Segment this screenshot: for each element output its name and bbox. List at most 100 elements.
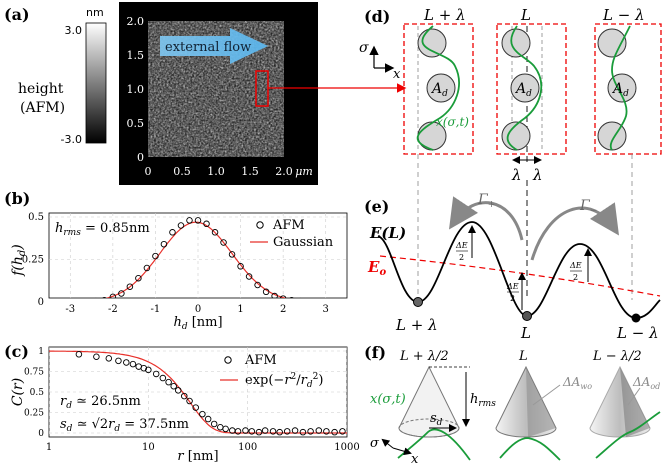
afm-point [248, 428, 256, 435]
afm-point [254, 281, 261, 289]
afm-point [323, 428, 330, 435]
particle [501, 28, 531, 58]
panel-f: (f) L + λ/2 L L − λ/2 hrms sd x(σ,t) ΔAw… [364, 343, 661, 465]
dA-od: ΔAod [632, 375, 660, 391]
exp-line [49, 350, 347, 434]
cone-title-3: L − λ/2 [592, 349, 642, 364]
afm-point [262, 288, 270, 296]
height-label-2: (AFM) [20, 100, 65, 116]
E-o: Eo [367, 258, 386, 278]
particle [426, 73, 456, 103]
x-tick-label: -2 [108, 304, 118, 315]
particle [597, 28, 627, 58]
afm-point [95, 297, 97, 298]
panel-f-label: (f) [364, 343, 386, 362]
afm-point [186, 217, 193, 224]
afm-point [165, 378, 172, 386]
cone-title-2: L [518, 349, 528, 364]
afm-xtick: 2.0 [275, 165, 293, 178]
particle [510, 73, 540, 103]
gamma-minus: Γ− [579, 198, 597, 216]
plot-b-xlabel: hd [nm] [173, 315, 222, 332]
gaussian-line [104, 221, 287, 298]
x-tick-label: 1000 [334, 442, 359, 453]
legend-afm-b: AFM [272, 218, 305, 233]
afm-point [145, 366, 152, 374]
afm-point [152, 252, 159, 260]
panel-c: (c) C(r) r [nm] rd ≃ 26.5nm sd ≃ √2rd = … [4, 342, 360, 464]
afm-point [169, 229, 176, 236]
contact-line-2 [506, 25, 543, 151]
afm-xunit: μm [295, 165, 313, 178]
well-label-3: L − λ [616, 324, 659, 342]
x-tick-label: 1 [237, 304, 243, 315]
panel-d: (d) L + λ L L − λ σ x Ad x(σ,t) Ad λ λ [359, 6, 662, 184]
afm-point [135, 274, 142, 282]
dA-wo: ΔAwo [562, 375, 592, 391]
panel-b: (b) f(hd) hd [nm] hrms = 0.85nm AFM Gaus… [4, 189, 348, 332]
afm-point [276, 428, 283, 436]
afm-point [118, 290, 125, 297]
afm-point [170, 383, 177, 390]
afm-point [306, 299, 312, 305]
afm-point [314, 299, 320, 305]
dE-den-3: 2 [573, 273, 578, 282]
afm-point [203, 220, 210, 228]
dE-label-1: ΔE [455, 241, 468, 250]
afm-point [115, 357, 122, 365]
afm-y-ticks: 2.0 1.5 1.0 0.5 0 [127, 15, 145, 164]
axis-x-f [392, 447, 412, 456]
col3-box [594, 23, 662, 155]
col-title-1: L + λ [423, 6, 466, 24]
well-marker-1 [413, 297, 423, 307]
afm-xtick: 0 [145, 165, 152, 178]
afm-point [109, 293, 117, 298]
well-marker-3 [631, 313, 641, 323]
axis-sigma-f [381, 438, 394, 449]
afm-point [299, 297, 301, 298]
panel-c-label: (c) [4, 342, 29, 361]
afm-point [181, 392, 188, 400]
plot-c-sd: sd ≃ √2rd = 37.5nm [60, 417, 189, 434]
col1-box [403, 23, 474, 155]
well-label-1: L + λ [395, 316, 438, 334]
flow-label: external flow [165, 40, 251, 55]
afm-x-ticks: 0 0.5 1.0 1.5 2.0 μm [145, 165, 313, 178]
afm-point [123, 359, 130, 366]
y-tick-label: 0 [38, 429, 44, 439]
sigma-f: σ [370, 436, 380, 451]
afm-ytick: 1.0 [127, 83, 145, 96]
legend-marker [256, 221, 264, 229]
afm-point [102, 297, 107, 298]
legend-marker [224, 356, 232, 364]
afm-point [331, 428, 338, 436]
afm-point [255, 428, 263, 436]
plot-b-legend: AFM Gaussian [250, 218, 334, 250]
plot-b-annotation: hrms = 0.85nm [55, 221, 150, 238]
contact-curve-f2 [499, 437, 561, 461]
afm-xtick: 1.0 [207, 165, 225, 178]
colorbar-min: -3.0 [61, 133, 82, 146]
col-title-3: L − λ [602, 6, 645, 24]
afm-point [217, 424, 224, 431]
dE-den-2: 2 [510, 294, 515, 303]
dA-od-pointer [627, 387, 641, 406]
afm-point [339, 428, 346, 435]
gamma-plus-arrow [449, 196, 524, 241]
afm-point [93, 353, 100, 360]
well-marker-2 [522, 311, 532, 321]
afm-point [299, 428, 307, 436]
x-tick-label: -3 [65, 304, 75, 315]
afm-point [291, 427, 299, 434]
curve-label-f: x(σ,t) [370, 392, 406, 407]
afm-xtick: 1.5 [241, 165, 259, 178]
afm-point [237, 263, 244, 270]
cone-1 [398, 365, 460, 438]
afm-point [143, 264, 151, 272]
afm-point [315, 427, 323, 434]
afm-point [234, 428, 242, 435]
x-tick-label: -1 [151, 304, 161, 315]
afm-point [261, 427, 269, 434]
afm-point [269, 428, 277, 435]
